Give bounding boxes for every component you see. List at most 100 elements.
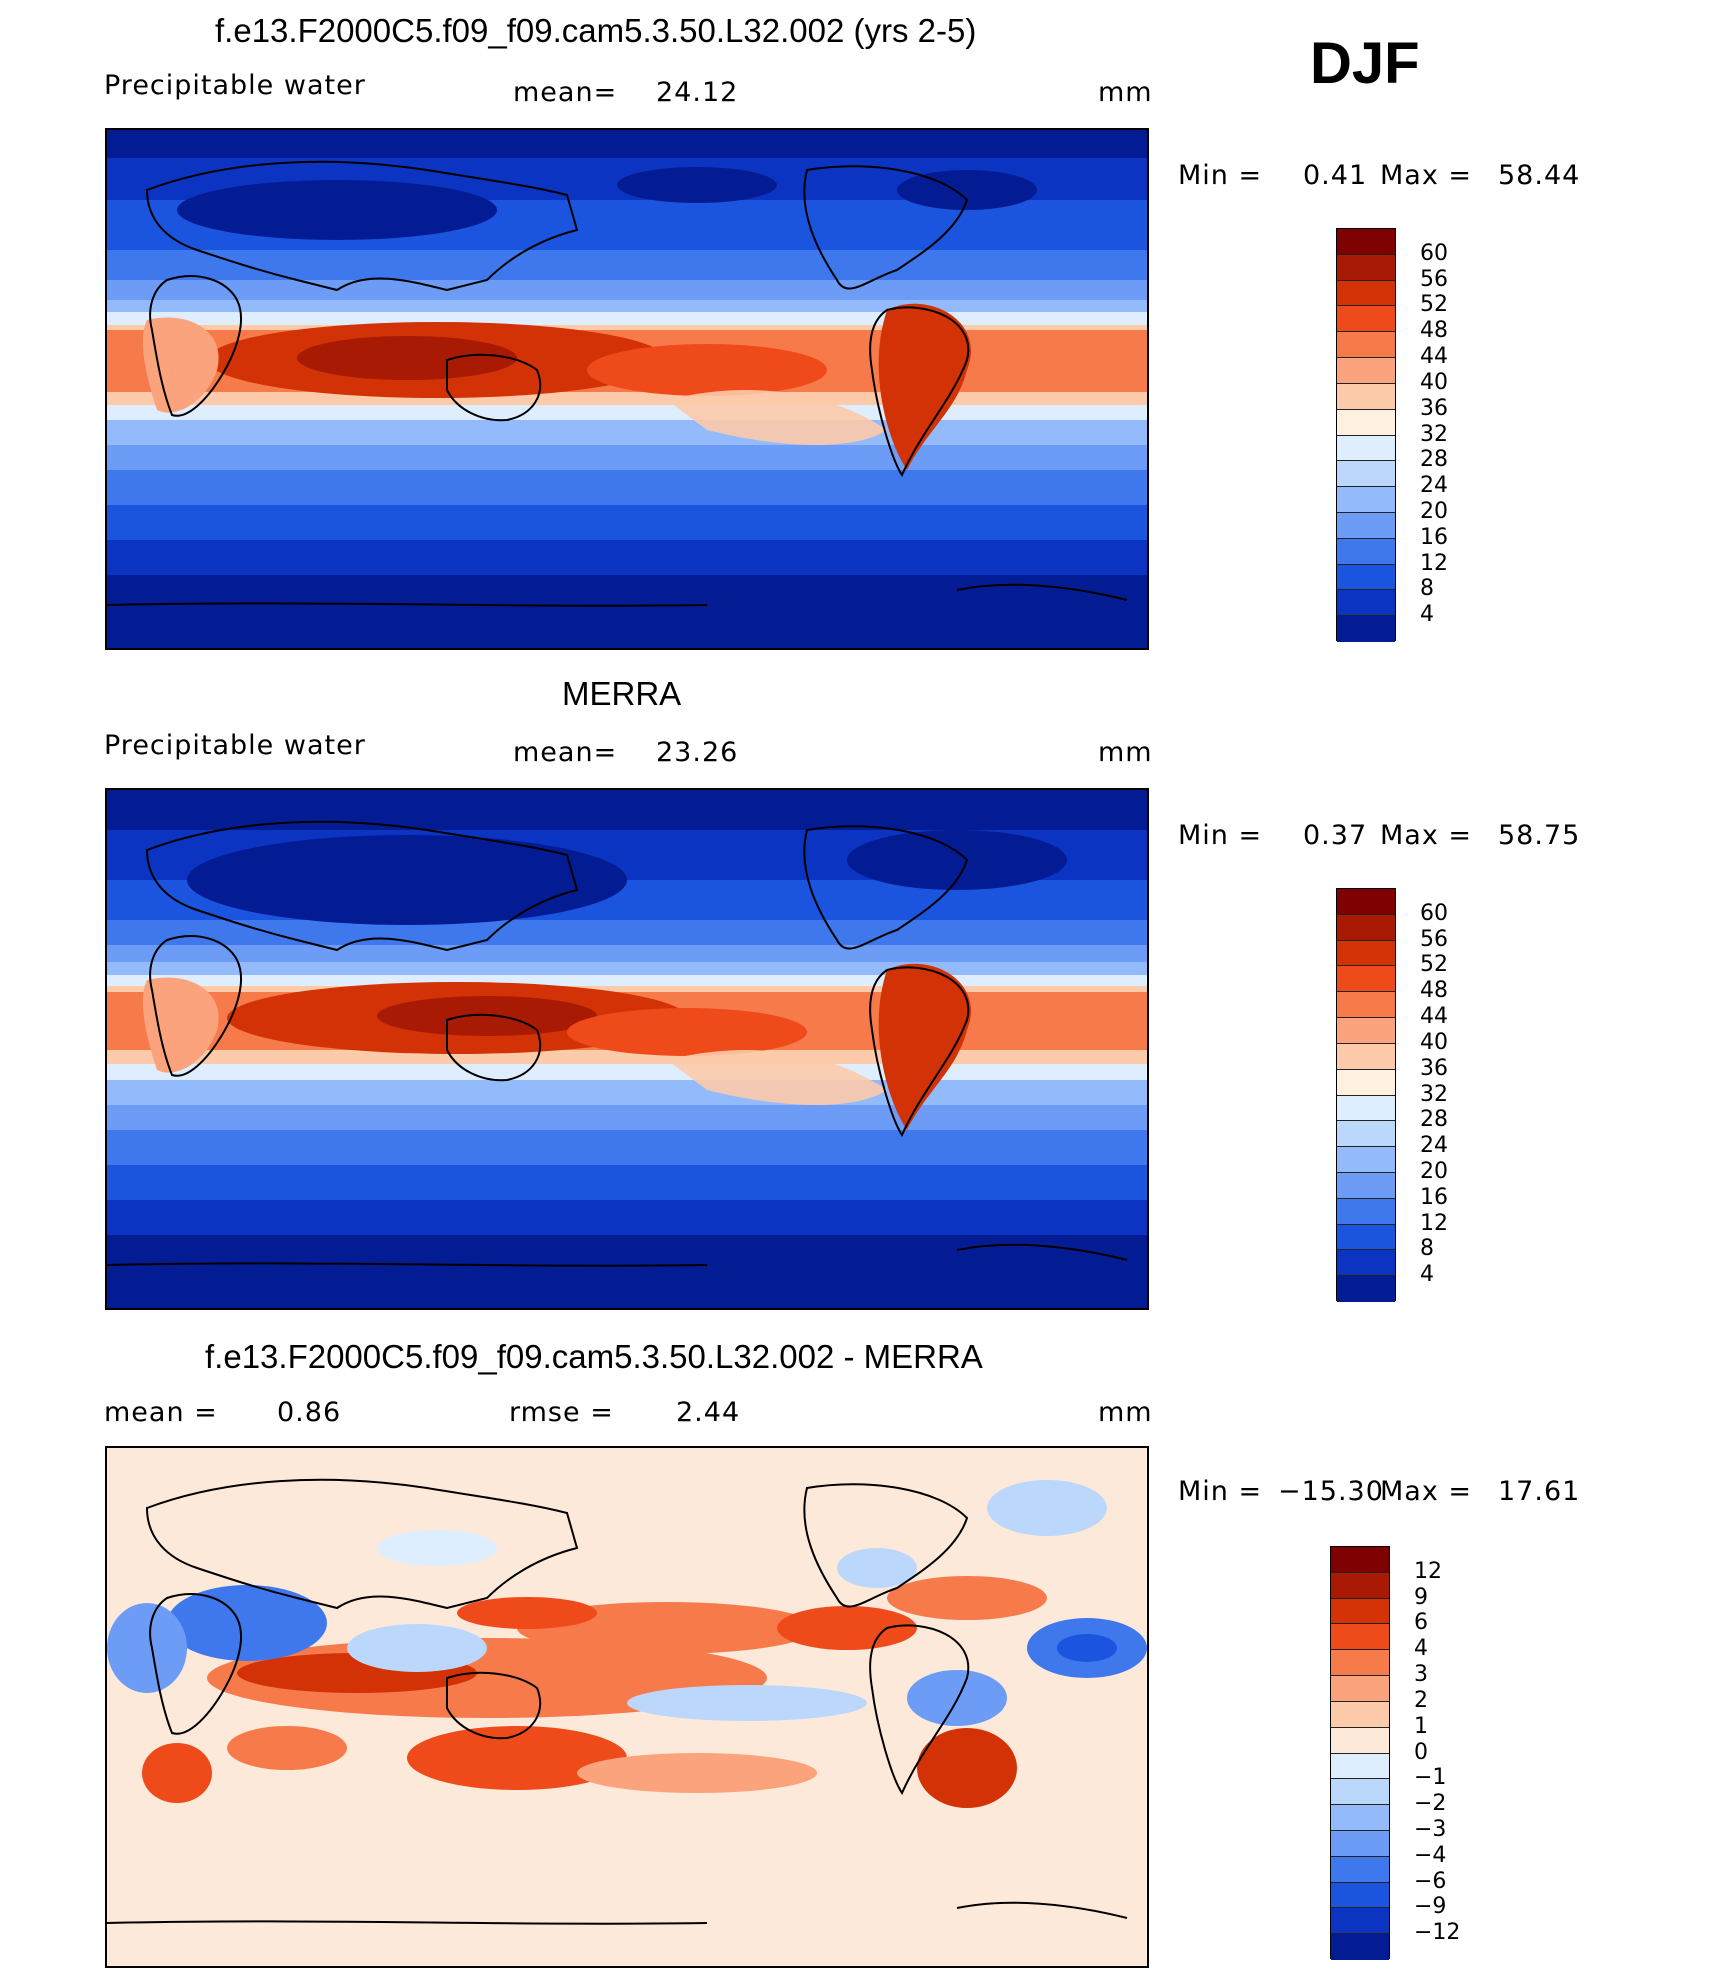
colorbar-swatch — [1331, 1624, 1389, 1651]
colorbar-tick-label: 56 — [1420, 266, 1448, 292]
colorbar-tick-label: 0 — [1414, 1739, 1428, 1765]
colorbar-swatch — [1337, 1198, 1395, 1225]
panel3-title: f.e13.F2000C5.f09_f09.cam5.3.50.L32.002 … — [205, 1338, 983, 1375]
colorbar-swatch — [1331, 1727, 1389, 1754]
panel1-min-label: Min = — [1178, 160, 1263, 191]
panel2-max-value: 58.75 — [1498, 820, 1581, 851]
colorbar-tick-label: 32 — [1420, 421, 1448, 447]
season-label: DJF — [1310, 31, 1420, 96]
colorbar-swatch — [1337, 889, 1395, 915]
panel3-colorbar — [1330, 1546, 1390, 1960]
colorbar-swatch — [1337, 435, 1395, 462]
colorbar-tick-label: 1 — [1414, 1713, 1428, 1739]
colorbar-swatch — [1331, 1547, 1389, 1573]
colorbar-swatch — [1331, 1779, 1389, 1806]
colorbar-tick-label: 52 — [1420, 952, 1448, 978]
colorbar-tick-label: 3 — [1414, 1662, 1428, 1688]
colorbar-tick-label: 24 — [1420, 1133, 1448, 1159]
panel3-rmse-label: rmse = — [509, 1397, 614, 1428]
colorbar-tick-label: −2 — [1414, 1791, 1447, 1817]
panel1-units: mm — [1098, 77, 1153, 108]
colorbar-swatch — [1331, 1701, 1389, 1728]
colorbar-swatch — [1337, 254, 1395, 281]
panel1-title: f.e13.F2000C5.f09_f09.cam5.3.50.L32.002 … — [215, 12, 977, 49]
colorbar-swatch — [1337, 940, 1395, 967]
colorbar-tick-label: −9 — [1414, 1894, 1447, 1920]
colorbar-swatch — [1337, 383, 1395, 410]
colorbar-swatch — [1337, 538, 1395, 565]
colorbar-swatch — [1337, 1147, 1395, 1173]
colorbar-tick-label: 20 — [1420, 1158, 1448, 1184]
panel2-max-label: Max = — [1380, 820, 1473, 851]
colorbar-swatch — [1337, 1095, 1395, 1122]
colorbar-tick-label: 12 — [1414, 1558, 1442, 1584]
panel3-units: mm — [1098, 1397, 1153, 1428]
colorbar-tick-label: 12 — [1420, 1210, 1448, 1236]
colorbar-tick-label: 16 — [1420, 524, 1448, 550]
colorbar-swatch — [1337, 512, 1395, 539]
panel1-colorbar — [1336, 228, 1396, 642]
panel1-max-value: 58.44 — [1498, 160, 1581, 191]
panel1-model-map — [105, 128, 1149, 650]
panel1-max-label: Max = — [1380, 160, 1473, 191]
colorbar-swatch — [1337, 332, 1395, 359]
colorbar-tick-label: 52 — [1420, 292, 1448, 318]
panel3-max-value: 17.61 — [1498, 1476, 1581, 1507]
colorbar-swatch — [1331, 1934, 1389, 1960]
panel2-mean-value: 23.26 — [656, 737, 739, 768]
colorbar-tick-label: 44 — [1420, 1004, 1448, 1030]
colorbar-swatch — [1337, 229, 1395, 255]
colorbar-tick-label: 9 — [1414, 1584, 1428, 1610]
colorbar-tick-label: 60 — [1420, 900, 1448, 926]
colorbar-tick-label: −3 — [1414, 1816, 1447, 1842]
colorbar-tick-label: 32 — [1420, 1081, 1448, 1107]
colorbar-swatch — [1337, 966, 1395, 993]
colorbar-tick-label: 40 — [1420, 369, 1448, 395]
panel2-min-value: 0.37 — [1303, 820, 1368, 851]
panel3-mean-label: mean = — [104, 1397, 218, 1428]
colorbar-tick-label: 48 — [1420, 978, 1448, 1004]
colorbar-swatch — [1331, 1572, 1389, 1599]
colorbar-tick-label: 56 — [1420, 926, 1448, 952]
colorbar-swatch — [1337, 564, 1395, 591]
colorbar-swatch — [1337, 1018, 1395, 1044]
colorbar-tick-label: 48 — [1420, 318, 1448, 344]
colorbar-tick-label: −12 — [1414, 1920, 1461, 1946]
colorbar-swatch — [1331, 1908, 1389, 1935]
colorbar-tick-label: 4 — [1414, 1636, 1428, 1662]
colorbar-swatch — [1337, 1043, 1395, 1070]
colorbar-swatch — [1337, 1224, 1395, 1251]
colorbar-tick-label: 36 — [1420, 395, 1448, 421]
colorbar-tick-label: 4 — [1420, 602, 1434, 628]
panel3-mean-value: 0.86 — [277, 1397, 342, 1428]
panel2-title: MERRA — [562, 675, 682, 712]
panel2-min-label: Min = — [1178, 820, 1263, 851]
panel2-merra-map — [105, 788, 1149, 1310]
colorbar-tick-label: 6 — [1414, 1610, 1428, 1636]
colorbar-tick-label: 60 — [1420, 240, 1448, 266]
colorbar-swatch — [1337, 616, 1395, 642]
colorbar-swatch — [1331, 1856, 1389, 1883]
panel1-mean-value: 24.12 — [656, 77, 739, 108]
panel2-variable-label: Precipitable water — [104, 730, 366, 761]
colorbar-tick-label: 28 — [1420, 1107, 1448, 1133]
colorbar-tick-label: −4 — [1414, 1842, 1447, 1868]
panel3-min-value: −15.30 — [1278, 1476, 1384, 1507]
colorbar-swatch — [1337, 461, 1395, 488]
colorbar-tick-label: 28 — [1420, 447, 1448, 473]
colorbar-swatch — [1337, 409, 1395, 436]
colorbar-swatch — [1337, 914, 1395, 941]
colorbar-tick-label: 8 — [1420, 1236, 1434, 1262]
colorbar-tick-label: 20 — [1420, 498, 1448, 524]
colorbar-swatch — [1337, 306, 1395, 333]
colorbar-swatch — [1331, 1753, 1389, 1780]
colorbar-swatch — [1331, 1598, 1389, 1625]
colorbar-swatch — [1337, 280, 1395, 307]
colorbar-swatch — [1331, 1676, 1389, 1702]
colorbar-tick-label: 2 — [1414, 1687, 1428, 1713]
colorbar-swatch — [1337, 1276, 1395, 1302]
colorbar-tick-label: −1 — [1414, 1765, 1447, 1791]
colorbar-swatch — [1337, 992, 1395, 1019]
panel1-variable-label: Precipitable water — [104, 70, 366, 101]
